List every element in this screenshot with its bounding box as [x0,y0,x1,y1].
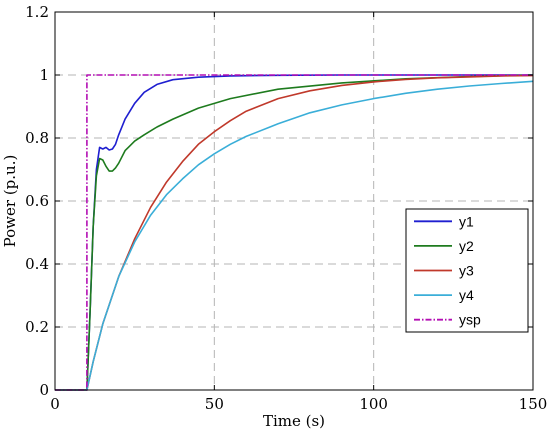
y-tick-label: 1 [39,66,49,84]
y-tick-label: 0.6 [25,192,49,210]
x-tick-label: 150 [519,395,548,413]
x-tick-label: 100 [359,395,388,413]
series-y4-line [55,80,534,391]
series-y2-line [55,74,534,391]
y-tick-label: 1.2 [25,3,49,21]
y-tick-label: 0.2 [25,318,49,336]
x-tick-label: 50 [205,395,224,413]
legend-label-y1: y1 [459,213,474,229]
y-axis-label: Power (p.u.) [1,155,19,248]
y-tick-label: 0.4 [25,255,49,273]
y-tick-label: 0.8 [25,129,49,147]
legend-label-y2: y2 [459,238,474,254]
x-tick-label: 0 [50,395,60,413]
legend-label-y3: y3 [459,263,474,279]
y-tick-label: 0 [39,381,49,399]
legend-label-y4: y4 [459,287,474,303]
legend: y1 y2 y3 y4 ysp [405,208,529,333]
legend-label-ysp: ysp [459,312,481,328]
axis-ticks: 0 50 100 150 0 0.2 0.4 0.6 0.8 1 1.2 [25,3,547,413]
x-axis-label: Time (s) [263,412,325,430]
